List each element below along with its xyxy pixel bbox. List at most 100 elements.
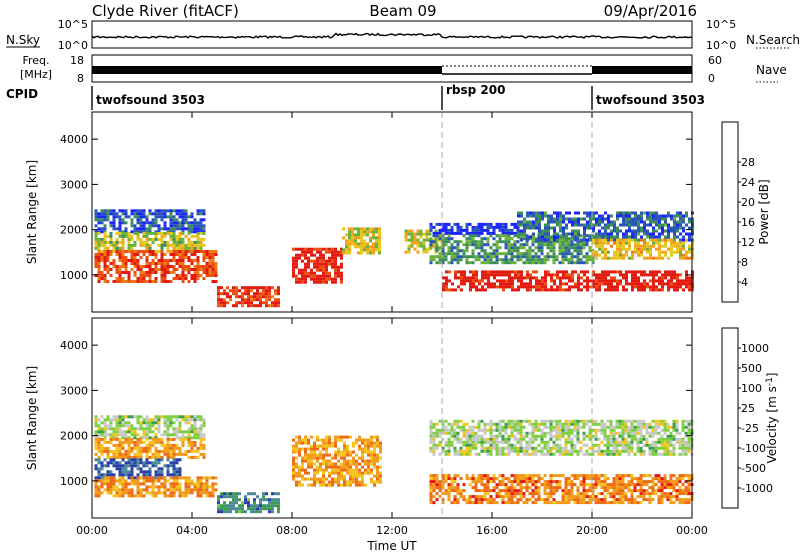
- data-cell: [547, 270, 550, 274]
- data-cell: [199, 268, 203, 271]
- data-cell: [118, 491, 122, 495]
- data-cell: [526, 223, 529, 227]
- data-cell: [202, 476, 206, 480]
- data-cell: [556, 232, 559, 236]
- data-cell: [672, 419, 676, 423]
- data-cell: [522, 252, 526, 256]
- data-cell: [124, 221, 128, 225]
- data-cell: [331, 280, 334, 284]
- data-cell: [646, 232, 649, 236]
- data-cell: [465, 261, 469, 265]
- data-cell: [325, 465, 328, 469]
- data-cell: [429, 480, 433, 484]
- data-cell: [193, 224, 197, 228]
- data-cell: [640, 250, 643, 254]
- data-cell: [372, 242, 375, 246]
- data-cell: [480, 434, 484, 438]
- data-cell: [106, 240, 110, 244]
- data-cell: [618, 431, 622, 435]
- data-cell: [435, 492, 439, 496]
- data-cell: [121, 280, 125, 283]
- data-cell: [184, 452, 188, 456]
- data-cell: [459, 258, 463, 262]
- data-cell: [591, 446, 595, 450]
- data-cell: [148, 476, 152, 480]
- data-cell: [115, 280, 119, 283]
- data-cell: [205, 268, 209, 271]
- data-cell: [492, 249, 496, 253]
- data-cell: [202, 437, 206, 441]
- data-cell: [163, 268, 167, 271]
- data-cell: [97, 246, 101, 250]
- data-cell: [106, 449, 110, 453]
- data-cell: [504, 231, 508, 235]
- data-cell: [357, 233, 360, 237]
- data-cell: [634, 235, 637, 239]
- data-cell: [193, 418, 197, 422]
- data-cell: [199, 436, 203, 440]
- data-cell: [541, 214, 544, 218]
- data-cell: [124, 464, 128, 468]
- data-cell: [124, 473, 128, 477]
- data-cell: [187, 259, 191, 262]
- data-cell: [160, 215, 164, 219]
- data-cell: [244, 292, 247, 296]
- data-cell: [645, 425, 649, 429]
- data-cell: [115, 443, 119, 447]
- data-cell: [109, 253, 113, 256]
- data-cell: [532, 270, 535, 274]
- data-cell: [435, 234, 439, 238]
- data-cell: [229, 504, 232, 508]
- data-cell: [109, 436, 113, 440]
- data-cell: [561, 431, 565, 435]
- data-cell: [673, 223, 676, 227]
- data-cell: [513, 243, 517, 247]
- data-cell: [432, 480, 436, 484]
- data-cell: [334, 462, 337, 466]
- data-cell: [193, 433, 197, 437]
- data-cell: [118, 265, 122, 268]
- data-cell: [118, 215, 122, 219]
- data-cell: [124, 485, 128, 489]
- data-cell: [568, 279, 571, 283]
- data-cell: [535, 279, 538, 283]
- data-cell: [570, 449, 574, 453]
- data-cell: [577, 229, 580, 233]
- data-cell: [598, 244, 601, 248]
- data-cell: [109, 449, 113, 453]
- data-cell: [199, 437, 203, 441]
- data-cell: [631, 217, 634, 221]
- data-cell: [256, 292, 259, 296]
- data-cell: [172, 221, 176, 225]
- data-cell: [570, 240, 574, 244]
- data-cell: [121, 271, 125, 274]
- data-cell: [525, 440, 529, 444]
- data-cell: [112, 218, 116, 222]
- data-cell: [354, 227, 357, 231]
- data-cell: [474, 228, 478, 232]
- data-cell: [571, 229, 574, 233]
- data-cell: [504, 240, 508, 244]
- data-cell: [498, 434, 502, 438]
- data-cell: [133, 482, 137, 486]
- data-cell: [175, 482, 179, 486]
- data-cell: [564, 425, 568, 429]
- data-cell: [429, 258, 433, 262]
- data-cell: [528, 431, 532, 435]
- data-cell: [376, 474, 379, 478]
- data-cell: [432, 440, 436, 444]
- data-cell: [124, 479, 128, 483]
- data-cell: [580, 238, 583, 242]
- data-cell: [229, 510, 232, 514]
- data-cell: [172, 259, 176, 262]
- data-cell: [133, 427, 137, 431]
- data-cell: [307, 459, 310, 463]
- data-cell: [434, 238, 438, 242]
- data-cell: [570, 437, 574, 441]
- data-cell: [582, 425, 586, 429]
- data-cell: [361, 441, 364, 445]
- data-cell: [625, 229, 628, 233]
- data-cell: [360, 242, 363, 246]
- data-cell: [516, 440, 520, 444]
- data-cell: [480, 446, 484, 450]
